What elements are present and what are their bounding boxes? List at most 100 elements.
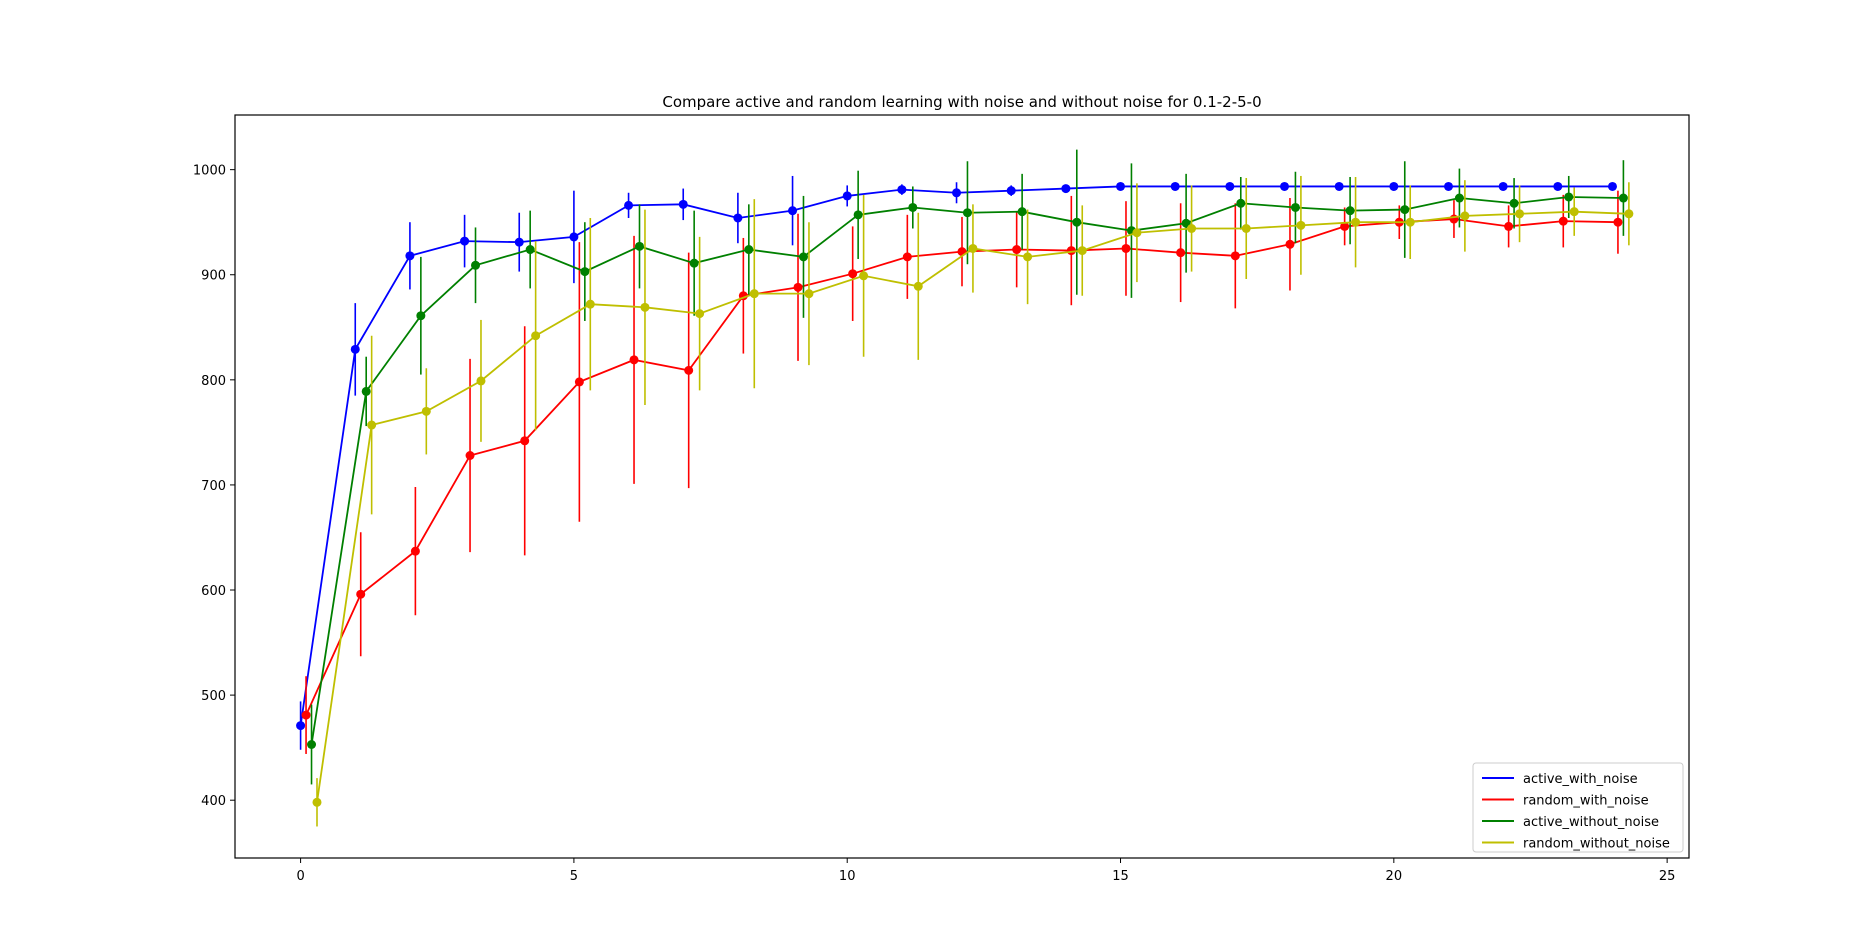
- y-tick-label: 400: [201, 794, 226, 809]
- data-point: [465, 450, 475, 460]
- x-tick-label: 15: [1112, 869, 1129, 884]
- data-point: [514, 237, 524, 247]
- data-point: [569, 232, 579, 242]
- data-point: [962, 208, 972, 218]
- data-point: [634, 241, 644, 251]
- data-point: [733, 213, 743, 223]
- legend-label: active_with_noise: [1523, 772, 1638, 787]
- data-point: [1132, 228, 1142, 238]
- y-tick-label: 900: [201, 269, 226, 284]
- data-point: [301, 710, 311, 720]
- data-point: [1061, 184, 1071, 194]
- y-tick-label: 600: [201, 584, 226, 599]
- data-point: [1498, 181, 1508, 191]
- data-point: [416, 311, 426, 321]
- data-point: [640, 302, 650, 312]
- data-point: [859, 271, 869, 281]
- data-point: [1558, 216, 1568, 226]
- data-point: [405, 251, 415, 261]
- data-point: [312, 797, 322, 807]
- legend-label: random_without_noise: [1523, 837, 1670, 852]
- data-point: [968, 243, 978, 253]
- data-point: [788, 206, 798, 216]
- data-point: [1454, 193, 1464, 203]
- legend: active_with_noise random_with_noiseactive…: [1472, 762, 1684, 853]
- data-point: [350, 344, 360, 354]
- data-point: [1569, 207, 1579, 217]
- x-tick-label: 25: [1659, 869, 1676, 884]
- data-point: [1345, 206, 1355, 216]
- data-point: [952, 188, 962, 198]
- data-point: [1006, 186, 1016, 196]
- data-point: [842, 191, 852, 201]
- data-point: [1509, 198, 1519, 208]
- data-point: [1187, 223, 1197, 233]
- series-line: [310, 196, 1624, 745]
- data-point: [1553, 181, 1563, 191]
- data-point: [749, 289, 759, 299]
- data-point: [1405, 217, 1415, 227]
- data-point: [1290, 202, 1300, 212]
- legend-label: active_without_noise: [1523, 815, 1659, 830]
- data-point: [1077, 246, 1087, 256]
- data-point: [848, 269, 858, 279]
- data-point: [1170, 181, 1180, 191]
- data-point: [460, 236, 470, 246]
- data-point: [902, 252, 912, 262]
- data-point: [913, 281, 923, 291]
- series-line: [305, 218, 1618, 716]
- data-point: [897, 185, 907, 195]
- data-point: [1340, 221, 1350, 231]
- data-point: [307, 740, 317, 750]
- data-point: [1121, 243, 1131, 253]
- data-point: [580, 267, 590, 277]
- data-point: [476, 376, 486, 386]
- axis-ticks: 0 5 10 15 20 25 400 500 600 700 800 900 1000: [193, 164, 1676, 884]
- data-point: [689, 258, 699, 268]
- legend-box: [1472, 762, 1684, 853]
- data-point: [624, 200, 634, 210]
- data-point: [684, 365, 694, 375]
- data-point: [695, 309, 705, 319]
- x-tick-label: 10: [839, 869, 856, 884]
- data-point: [1116, 181, 1126, 191]
- data-point: [1230, 251, 1240, 261]
- data-point: [1351, 217, 1361, 227]
- y-tick-label: 800: [201, 374, 226, 389]
- data-point: [1023, 252, 1033, 262]
- plot-area: [296, 149, 1634, 827]
- data-point: [1285, 239, 1295, 249]
- data-point: [356, 589, 366, 599]
- data-point: [1334, 181, 1344, 191]
- data-point: [361, 386, 371, 396]
- legend-label: random_with_noise: [1523, 794, 1649, 809]
- data-point: [1400, 205, 1410, 215]
- chart-title: Compare active and random learning with …: [662, 93, 1261, 111]
- y-tick-label: 700: [201, 479, 226, 494]
- data-point: [1296, 220, 1306, 230]
- data-point: [1443, 181, 1453, 191]
- data-point: [367, 420, 377, 430]
- series-random_with_noise: [301, 190, 1623, 754]
- data-point: [585, 299, 595, 309]
- data-point: [798, 252, 808, 262]
- data-point: [908, 202, 918, 212]
- series-active_without_noise: [307, 149, 1628, 785]
- series-random_without_noise: [312, 175, 1634, 827]
- y-tick-label: 500: [201, 689, 226, 704]
- data-point: [1017, 207, 1027, 217]
- x-tick-label: 20: [1386, 869, 1403, 884]
- data-point: [1515, 209, 1525, 219]
- y-tick-label: 1000: [193, 164, 226, 179]
- data-point: [1618, 193, 1628, 203]
- data-point: [804, 289, 814, 299]
- series-line: [299, 185, 1613, 726]
- data-point: [1607, 181, 1617, 191]
- data-point: [1241, 223, 1251, 233]
- data-point: [678, 199, 688, 209]
- data-point: [421, 406, 431, 416]
- data-point: [525, 245, 535, 255]
- data-point: [629, 355, 639, 365]
- data-point: [471, 260, 481, 270]
- data-point: [531, 331, 541, 341]
